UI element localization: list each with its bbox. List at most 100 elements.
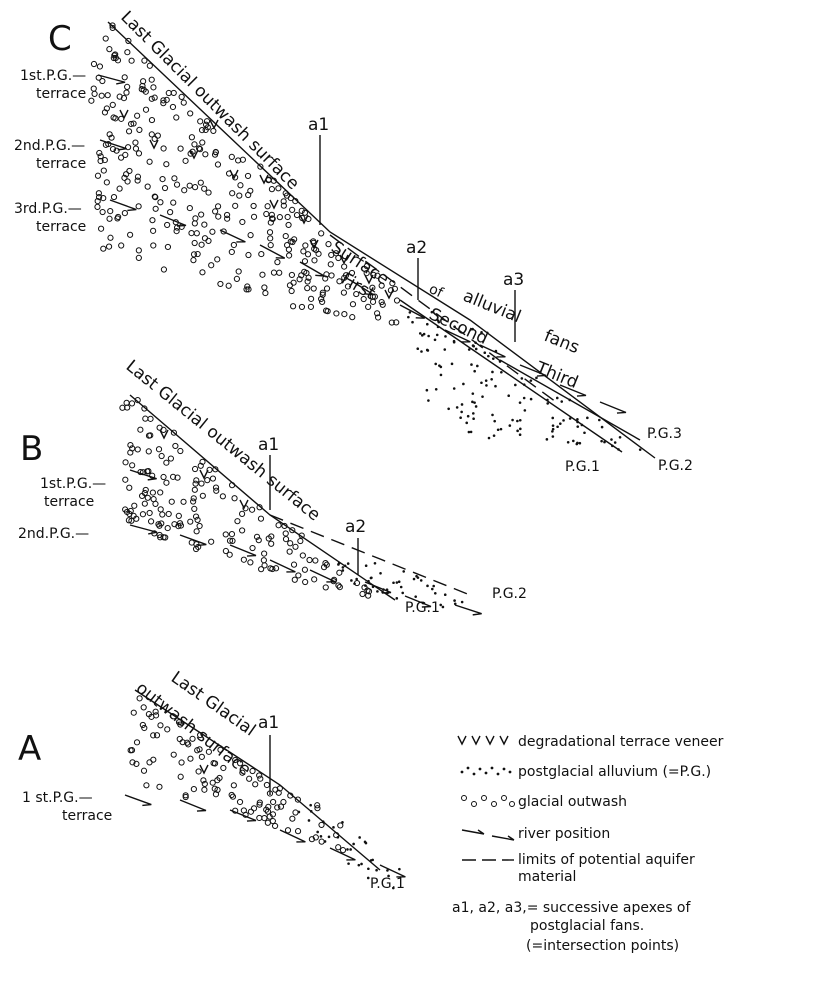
outwash-dot	[192, 487, 197, 492]
outwash-dot	[91, 61, 96, 66]
alluvium-dot	[639, 448, 642, 451]
outwash-dot	[142, 501, 147, 506]
alluvium-dot	[511, 419, 514, 422]
outwash-dot	[125, 50, 130, 55]
alluvium-dot	[421, 334, 424, 337]
alluvium-dot	[427, 349, 430, 352]
outwash-dot	[292, 577, 297, 582]
alluvium-dot	[364, 584, 367, 587]
outwash-dot	[189, 135, 194, 140]
legend-alluvium-symbol	[461, 767, 512, 776]
outwash-dot	[129, 401, 134, 406]
alluvium-dot	[375, 869, 378, 872]
alluvium-dot	[509, 424, 512, 427]
alluvium-dot	[461, 403, 464, 406]
alluvium-dot	[309, 804, 312, 807]
surface-line	[130, 395, 395, 600]
alluvium-dot	[353, 582, 356, 585]
outwash-dot	[191, 787, 196, 792]
outwash-dot	[276, 523, 281, 528]
alluvium-dot	[453, 341, 456, 344]
outwash-dot	[237, 193, 242, 198]
river-arrow	[280, 830, 305, 842]
outwash-dot	[106, 244, 111, 249]
outwash-dot	[91, 86, 96, 91]
outwash-dot	[173, 443, 178, 448]
outwash-dot	[126, 129, 131, 134]
apex-label: a2	[345, 517, 366, 537]
outwash-dot	[178, 146, 183, 151]
outwash-dot	[204, 119, 209, 124]
outwash-dot	[164, 480, 169, 485]
legend: degradational terrace veneer postglacial…	[452, 734, 724, 954]
terrace-label: 1st.P.G.—	[40, 476, 106, 492]
veneer-mark	[120, 110, 128, 118]
alluvium-dot	[413, 578, 416, 581]
river-arrow	[100, 140, 127, 150]
outwash-dot	[135, 174, 140, 179]
outwash-dot	[97, 64, 102, 69]
outwash-dot	[251, 806, 256, 811]
stage-label: Third	[532, 358, 581, 393]
outwash-dot	[117, 186, 122, 191]
outwash-dot	[462, 796, 467, 801]
outwash-dot	[123, 152, 128, 157]
outwash-dot	[350, 315, 355, 320]
outwash-dot	[269, 187, 274, 192]
outwash-dot	[147, 159, 152, 164]
veneer-mark	[200, 470, 208, 478]
alluvium-dot	[434, 338, 437, 341]
alluvium-dot	[420, 350, 423, 353]
terrace-label: terrace	[62, 808, 112, 824]
outwash-dot	[324, 286, 329, 291]
alluvium-dot	[358, 836, 361, 839]
outwash-dot	[181, 499, 186, 504]
alluvium-dot	[434, 363, 437, 366]
alluvium-dot	[598, 419, 601, 422]
outwash-dot	[336, 845, 341, 850]
alluvium-dot	[493, 420, 496, 423]
outwash-dot	[105, 93, 110, 98]
alluvium-dot	[530, 398, 533, 401]
sediment-dots	[89, 23, 642, 889]
outwash-dot	[100, 78, 105, 83]
alluvium-dot	[562, 419, 565, 422]
alluvium-dot	[579, 442, 582, 445]
outwash-dot	[257, 815, 262, 820]
outwash-dot	[127, 485, 132, 490]
outwash-dot	[123, 460, 128, 465]
outwash-dot	[198, 180, 203, 185]
outwash-dot	[95, 173, 100, 178]
alluvium-dot	[467, 767, 470, 770]
outwash-dot	[294, 212, 299, 217]
outwash-dot	[192, 221, 197, 226]
alluvium-dot	[490, 378, 493, 381]
outwash-dot	[236, 269, 241, 274]
outwash-dot	[265, 204, 270, 209]
legend-label: river position	[518, 826, 610, 842]
outwash-dot	[200, 270, 205, 275]
alluvium-dot	[440, 374, 443, 377]
alluvium-dot	[416, 347, 419, 350]
outwash-dot	[199, 212, 204, 217]
outwash-dot	[95, 204, 100, 209]
outwash-dot	[213, 209, 218, 214]
outwash-dot	[241, 557, 246, 562]
outwash-dot	[248, 809, 253, 814]
alluvium-dot	[586, 417, 589, 420]
outwash-dot	[188, 519, 193, 524]
river-arrow	[125, 795, 151, 805]
pg-label: P.G.1	[405, 600, 440, 616]
surface-label: Last Glacial outwash surface	[116, 7, 303, 194]
outwash-dot	[215, 162, 220, 167]
alluvium-dot	[462, 383, 465, 386]
legend-label: limits of potential aquifer	[518, 852, 695, 868]
outwash-dot	[168, 456, 173, 461]
alluvium-dot	[379, 572, 382, 575]
outwash-dot	[202, 222, 207, 227]
outwash-dot	[145, 495, 150, 500]
alluvium-dot	[342, 566, 345, 569]
outwash-dot	[171, 200, 176, 205]
outwash-dot	[276, 186, 281, 191]
outwash-dot	[198, 119, 203, 124]
